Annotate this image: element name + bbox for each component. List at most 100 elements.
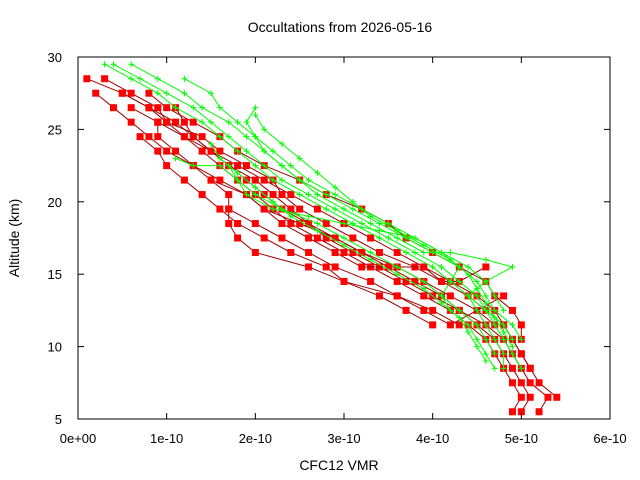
reference-point bbox=[518, 336, 525, 343]
reference-point bbox=[447, 249, 454, 256]
reference-point bbox=[314, 227, 321, 234]
retrieved-point bbox=[305, 263, 313, 271]
retrieved-point bbox=[313, 234, 321, 242]
reference-point bbox=[491, 350, 498, 357]
reference-point bbox=[367, 220, 374, 227]
reference-point bbox=[243, 191, 250, 198]
reference-point bbox=[394, 271, 401, 278]
retrieved-point bbox=[429, 306, 437, 314]
x-tick-label: 2e-10 bbox=[239, 431, 272, 446]
reference-point bbox=[252, 133, 259, 140]
retrieved-point bbox=[508, 408, 516, 416]
reference-point bbox=[500, 365, 507, 372]
retrieved-point bbox=[429, 321, 437, 329]
retrieved-point bbox=[269, 191, 277, 199]
reference-point bbox=[491, 314, 498, 321]
reference-point bbox=[482, 358, 489, 365]
retrieved-point bbox=[109, 104, 117, 112]
retrieved-point bbox=[207, 176, 215, 184]
reference-point bbox=[181, 75, 188, 82]
reference-point bbox=[482, 292, 489, 299]
reference-point bbox=[438, 292, 445, 299]
retrieved-point bbox=[163, 104, 171, 112]
retrieved-point bbox=[225, 191, 233, 199]
retrieved-point bbox=[358, 248, 366, 256]
reference-point bbox=[474, 285, 480, 292]
reference-point bbox=[234, 169, 241, 176]
reference-point bbox=[482, 350, 489, 357]
reference-point bbox=[216, 162, 223, 169]
reference-point bbox=[341, 206, 347, 213]
retrieved-point bbox=[296, 205, 304, 213]
reference-point bbox=[482, 307, 489, 314]
retrieved-point bbox=[375, 292, 383, 300]
reference-point bbox=[394, 263, 401, 270]
retrieved-point bbox=[136, 133, 144, 141]
reference-point bbox=[101, 61, 108, 68]
reference-point bbox=[491, 365, 498, 372]
retrieved-point bbox=[225, 205, 233, 213]
reference-point bbox=[491, 292, 498, 299]
reference-point bbox=[447, 256, 454, 263]
retrieved-point bbox=[305, 234, 313, 242]
reference-point bbox=[500, 321, 507, 328]
retrieved-point bbox=[340, 277, 348, 285]
retrieved-point bbox=[154, 104, 162, 112]
reference-point bbox=[296, 155, 303, 162]
reference-point bbox=[491, 321, 498, 328]
reference-point bbox=[482, 336, 489, 343]
x-tick-label: 3e-10 bbox=[327, 431, 360, 446]
reference-point bbox=[447, 278, 454, 285]
x-axis-label: CFC12 VMR bbox=[299, 457, 378, 473]
reference-point bbox=[278, 177, 285, 184]
retrieved-point bbox=[420, 306, 428, 314]
reference-point bbox=[474, 321, 480, 328]
retrieved-point bbox=[278, 234, 286, 242]
retrieved-point bbox=[163, 147, 171, 155]
retrieved-point bbox=[322, 263, 330, 271]
reference-point bbox=[376, 235, 383, 241]
reference-point bbox=[278, 162, 285, 169]
reference-point bbox=[252, 111, 259, 118]
x-tick-label: 1e-10 bbox=[150, 431, 183, 446]
reference-point bbox=[252, 104, 259, 111]
reference-point bbox=[500, 307, 507, 314]
retrieved-point bbox=[154, 133, 162, 141]
retrieved-point bbox=[553, 393, 561, 401]
y-tick-label: 30 bbox=[48, 50, 62, 65]
retrieved-point bbox=[101, 75, 109, 83]
retrieved-point bbox=[127, 89, 135, 97]
retrieved-point bbox=[145, 104, 153, 112]
y-tick-label: 5 bbox=[55, 412, 62, 427]
retrieved-point bbox=[287, 205, 295, 213]
retrieved-point bbox=[535, 379, 543, 387]
retrieved-point bbox=[420, 292, 428, 300]
reference-point bbox=[270, 177, 277, 184]
retrieved-profile-line bbox=[148, 92, 522, 340]
retrieved-point bbox=[367, 234, 375, 242]
retrieved-point bbox=[508, 364, 516, 372]
reference-point bbox=[270, 206, 277, 213]
reference-point bbox=[456, 307, 463, 314]
retrieved-point bbox=[92, 89, 100, 97]
retrieved-point bbox=[216, 176, 224, 184]
retrieved-point bbox=[172, 118, 180, 126]
reference-point bbox=[509, 336, 516, 343]
retrieved-point bbox=[296, 220, 304, 228]
retrieved-point bbox=[358, 263, 366, 271]
retrieved-point bbox=[287, 191, 295, 199]
retrieved-point bbox=[198, 147, 206, 155]
reference-point bbox=[474, 292, 480, 299]
retrieved-point bbox=[207, 147, 215, 155]
reference-point bbox=[367, 256, 374, 263]
reference-point bbox=[314, 169, 321, 176]
reference-point bbox=[474, 278, 480, 285]
retrieved-point bbox=[234, 234, 242, 242]
reference-point bbox=[500, 329, 507, 336]
reference-point bbox=[411, 249, 418, 256]
retrieved-point bbox=[517, 321, 525, 329]
reference-point bbox=[509, 350, 516, 357]
reference-point bbox=[465, 321, 472, 328]
retrieved-point bbox=[526, 364, 534, 372]
